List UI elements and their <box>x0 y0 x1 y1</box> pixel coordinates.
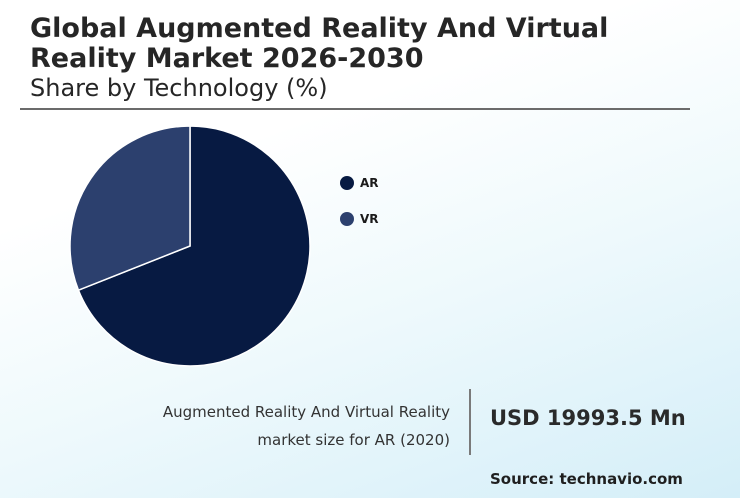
legend-item-ar: AR <box>340 174 379 192</box>
market-size-caption: Augmented Reality And Virtual Reality ma… <box>110 398 450 454</box>
market-size-value: USD 19993.5 Mn <box>490 406 686 430</box>
header-divider <box>20 108 690 110</box>
legend-label-vr: VR <box>360 212 379 226</box>
legend-swatch-ar <box>340 176 354 190</box>
pie-slice-ar <box>77 125 311 367</box>
caption-line-2: market size for AR (2020) <box>257 431 450 449</box>
source-credit: Source: technavio.com <box>490 470 683 488</box>
pie-slice-vr <box>69 125 191 292</box>
chart-legend: AR VR <box>340 174 379 246</box>
caption-line-1: Augmented Reality And Virtual Reality <box>162 403 450 421</box>
caption-divider <box>469 389 471 455</box>
legend-label-ar: AR <box>360 176 379 190</box>
chart-title: Global Augmented Reality And Virtual Rea… <box>30 13 609 74</box>
legend-swatch-vr <box>340 212 354 226</box>
legend-item-vr: VR <box>340 210 379 228</box>
chart-subtitle: Share by Technology (%) <box>30 74 328 102</box>
pie-chart <box>69 125 311 367</box>
